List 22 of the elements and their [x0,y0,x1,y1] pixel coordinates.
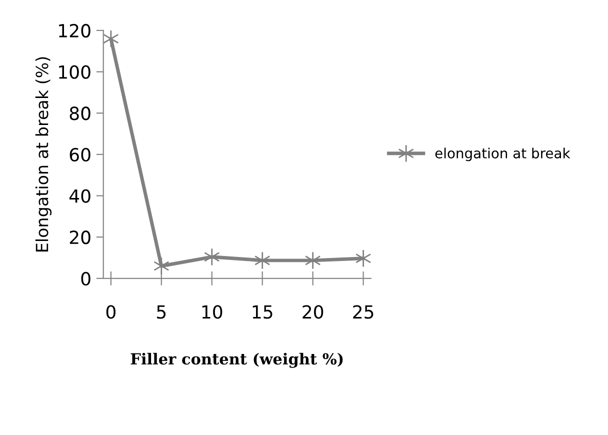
point [355,249,371,268]
x-tick-label: 10 [202,305,222,319]
y-tick-label: 80 [70,106,90,120]
point [204,248,220,266]
y-tick-label: 60 [70,148,90,162]
x-axis-title: Filler content (weight %) [130,352,343,368]
legend-label: elongation at break [435,148,570,162]
x-tick-label: 0 [106,305,116,319]
x-tick-label: 20 [302,305,324,319]
y-axis-title: Elongation at break (%) [35,57,52,252]
point [103,30,119,48]
x-tick-label: 25 [353,305,374,319]
x-tick-label: 15 [252,305,272,319]
y-tick-label: 100 [59,65,90,79]
point [254,251,270,270]
y-tick-label: 0 [81,272,90,286]
point [153,256,170,276]
point [304,251,321,270]
y-tick-label: 40 [69,189,90,203]
x-tick-label: 5 [157,305,166,319]
y-tick-label: 20 [70,230,90,244]
y-tick-label: 120 [59,24,90,38]
